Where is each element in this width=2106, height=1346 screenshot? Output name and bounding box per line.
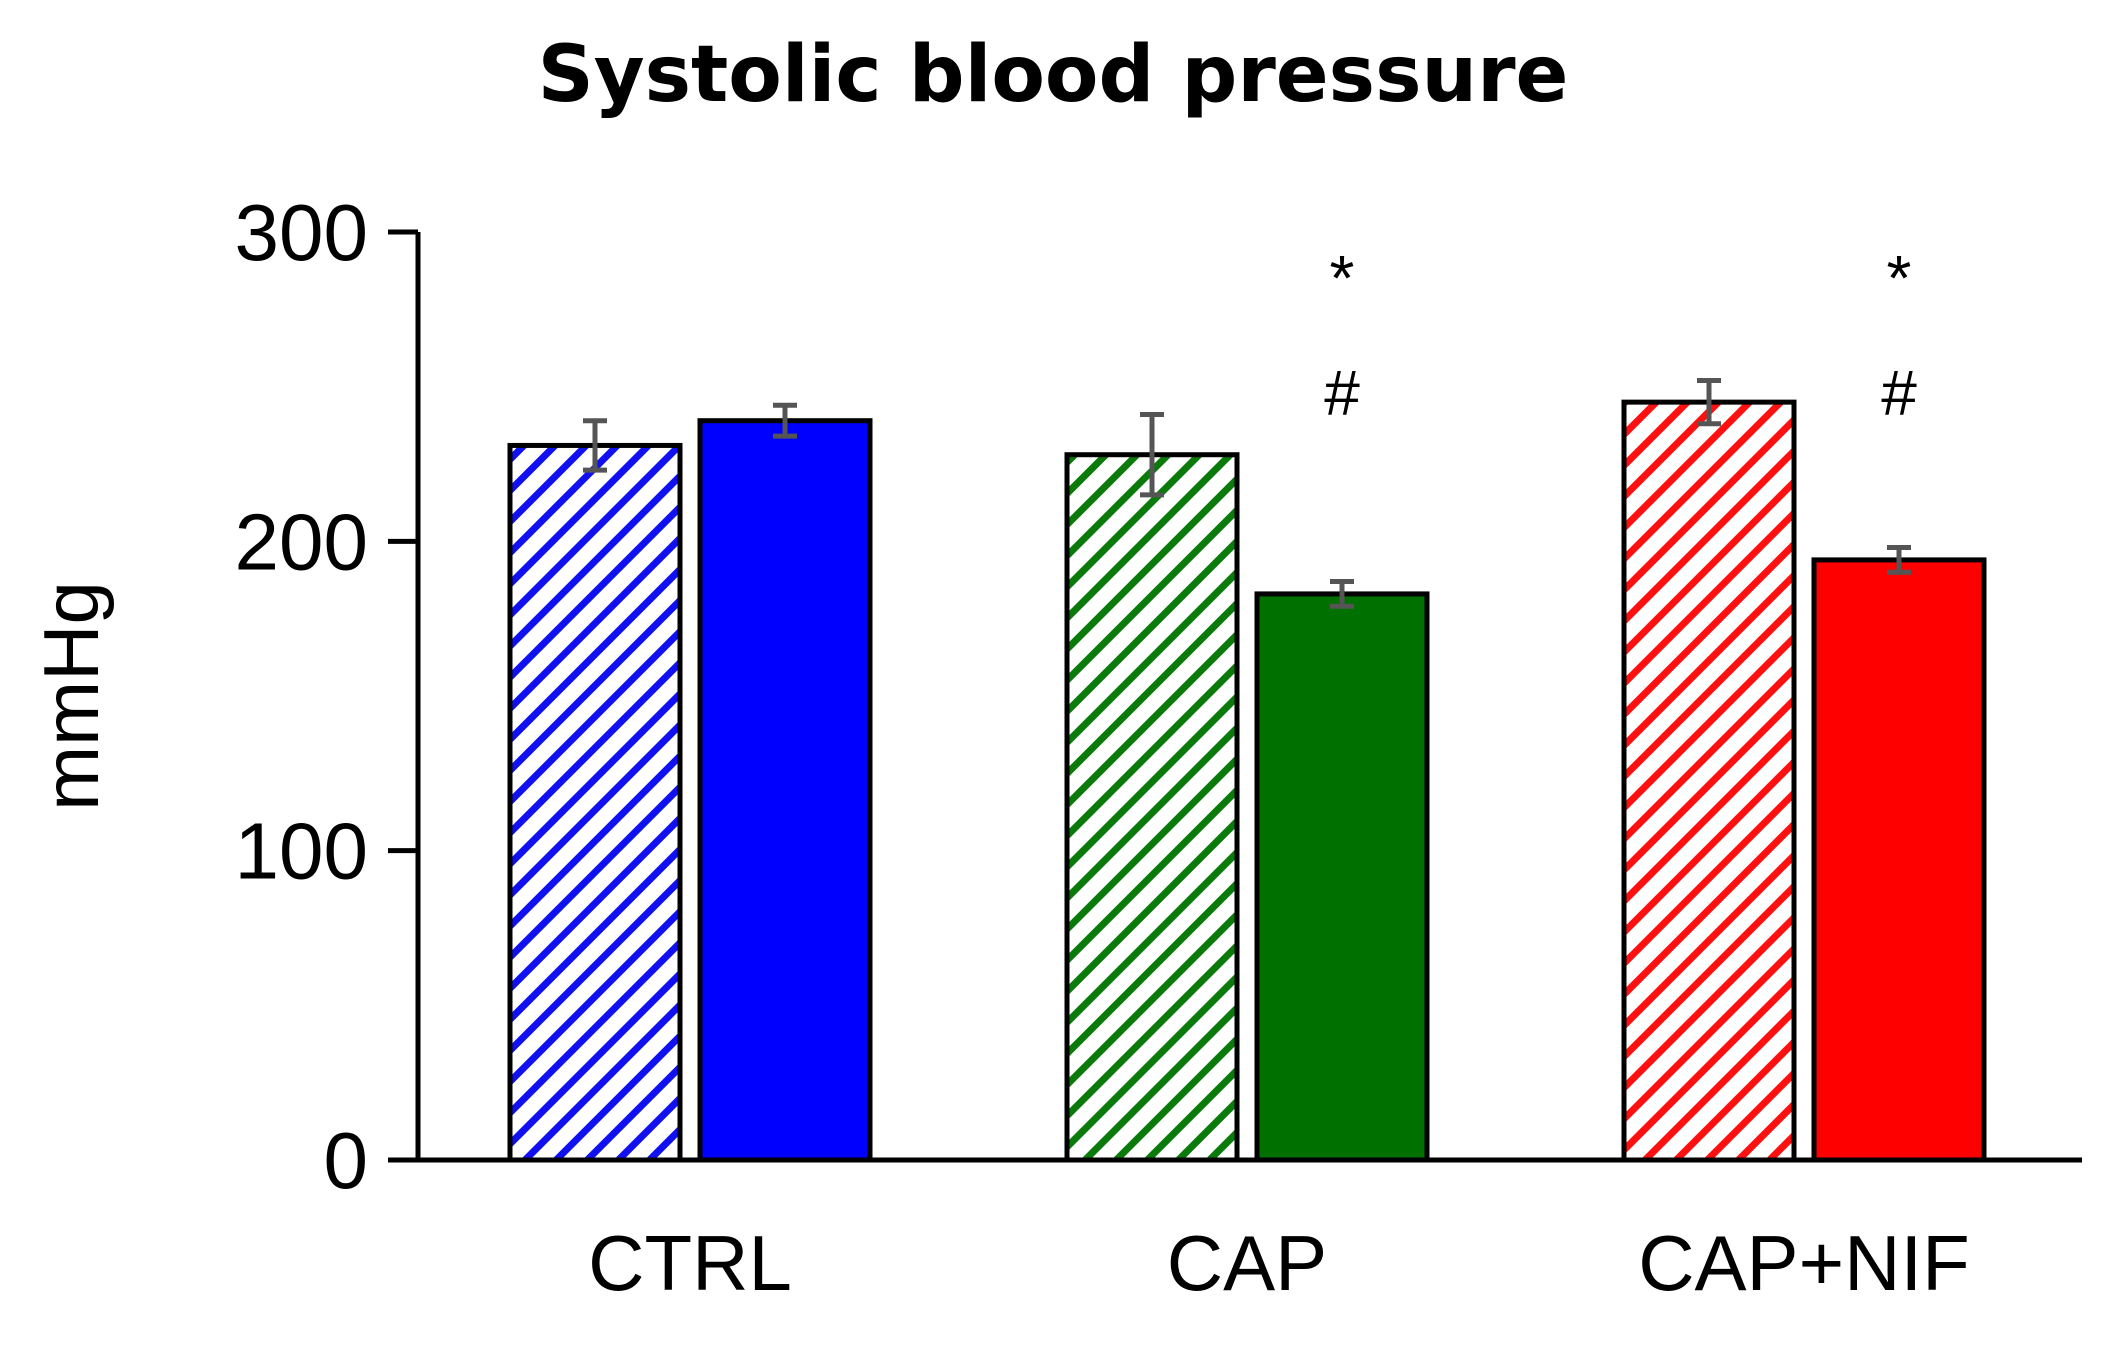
labels: 0 100 200 300 mmHg CTRL CAP CAP+NIF (27, 188, 1970, 1307)
bar-cap-nif-solid (1811, 557, 1987, 1163)
bar-cap-nif-hatched (1621, 399, 1797, 1163)
bars (507, 399, 1987, 1163)
chart-title: Systolic blood pressure (537, 30, 1569, 120)
bar-ctrl-solid (697, 418, 873, 1163)
x-tick-label: CTRL (588, 1219, 792, 1307)
significance-star: * (1887, 242, 1912, 314)
y-axis-title: mmHg (27, 581, 115, 811)
y-tick-label: 300 (235, 188, 368, 277)
bar-cap-hatched (1064, 452, 1240, 1163)
significance-star: * (1330, 242, 1355, 314)
y-tick-label: 0 (324, 1116, 369, 1205)
y-tick-label: 100 (235, 807, 368, 896)
bar-cap-solid (1254, 591, 1430, 1163)
x-tick-label: CAP (1167, 1219, 1327, 1307)
bar-ctrl-hatched (507, 442, 683, 1163)
significance-hash: # (1324, 357, 1360, 429)
y-tick-label: 200 (235, 497, 368, 586)
x-tick-label: CAP+NIF (1638, 1219, 1970, 1307)
significance-hash: # (1881, 357, 1917, 429)
annotations: * # * # (1324, 242, 1917, 429)
error-bars (583, 377, 1911, 609)
